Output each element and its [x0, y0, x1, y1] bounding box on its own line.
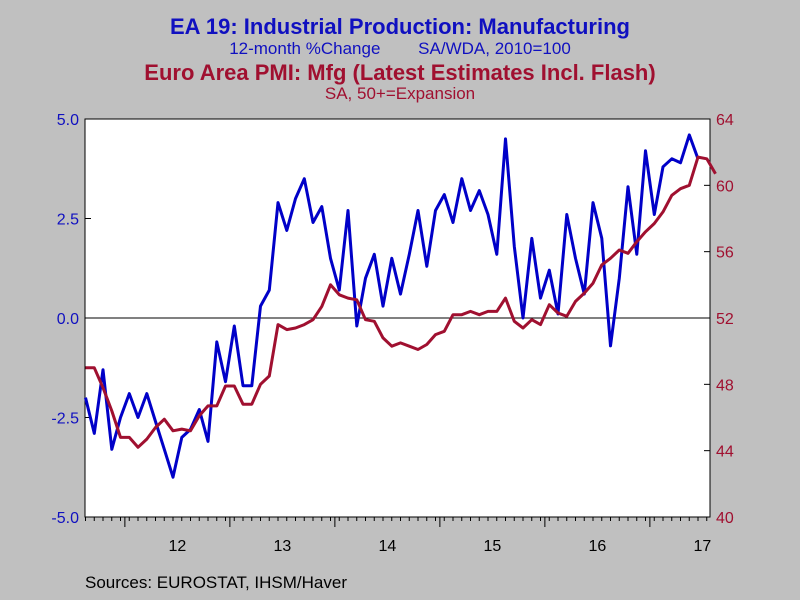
- chart-title-2: Euro Area PMI: Mfg (Latest Estimates Inc…: [144, 60, 655, 85]
- right-tick-label: 48: [716, 377, 734, 394]
- chart-title: EA 19: Industrial Production: Manufactur…: [170, 14, 630, 39]
- chart-subtitle: 12-month %Change SA/WDA, 2010=100: [229, 39, 571, 58]
- x-tick-label: 15: [483, 538, 501, 555]
- x-tick-label: 17: [693, 538, 711, 555]
- right-axis: 64 60 56 52 48 44 40: [704, 112, 734, 527]
- series-line-pmi: [85, 155, 717, 449]
- right-tick-label: 52: [716, 311, 734, 328]
- series-layer: [84, 133, 717, 479]
- x-tick-label: 12: [168, 538, 186, 555]
- left-axis: 5.0 2.5 0.0 -2.5 -5.0: [51, 112, 91, 527]
- right-tick-label: 44: [716, 444, 734, 461]
- chart-subtitle-2: SA, 50+=Expansion: [325, 84, 475, 103]
- right-tick-label: 40: [716, 510, 734, 527]
- x-axis: 12 13 14 15 16 17: [85, 517, 711, 555]
- right-tick-label: 56: [716, 245, 734, 262]
- x-tick-label: 13: [273, 538, 291, 555]
- left-tick-label: -5.0: [51, 510, 79, 527]
- left-tick-label: 0.0: [57, 311, 79, 328]
- left-tick-label: -2.5: [51, 411, 79, 428]
- chart-source: Sources: EUROSTAT, IHSM/Haver: [85, 573, 347, 592]
- x-tick-label: 14: [378, 538, 396, 555]
- left-tick-label: 5.0: [57, 112, 79, 129]
- x-tick-label: 16: [588, 538, 606, 555]
- series-line-industrial-production: [84, 133, 700, 479]
- right-tick-label: 60: [716, 178, 734, 195]
- left-tick-label: 2.5: [57, 212, 79, 229]
- right-tick-label: 64: [716, 112, 734, 129]
